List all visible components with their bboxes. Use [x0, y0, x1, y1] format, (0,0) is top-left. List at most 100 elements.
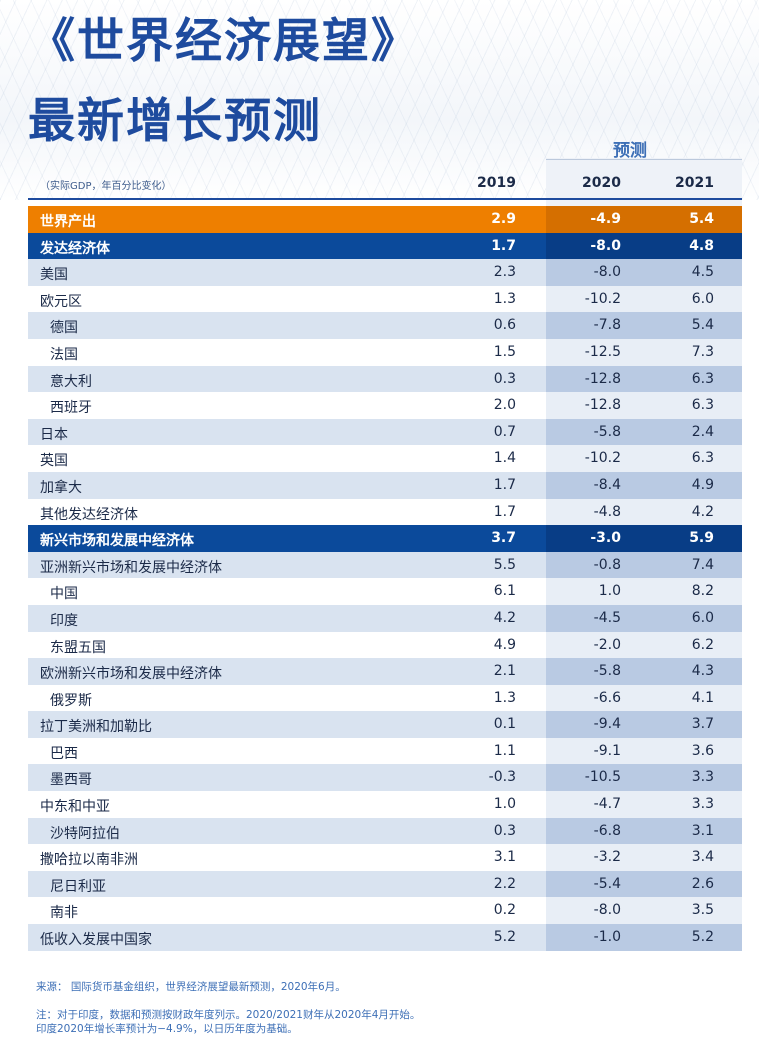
table-row: 日本 0.7 -5.8 2.4 [28, 418, 742, 446]
table-row: 亚洲新兴市场和发展中经济体 5.5 -0.8 7.4 [28, 551, 742, 579]
table-row-emerging-economies: 新兴市场和发展中经济体 3.7 -3.0 5.9 [28, 525, 742, 552]
table-row: 英国 1.4 -10.2 6.3 [28, 445, 742, 472]
value-2021: 7.3 [691, 343, 714, 360]
value-2021: 3.7 [691, 716, 714, 733]
value-2019: 1.1 [493, 742, 516, 759]
value-2020: -5.8 [593, 423, 621, 440]
table-row: 墨西哥 -0.3 -10.5 3.3 [28, 764, 742, 792]
column-header-2019: 2019 [477, 175, 516, 191]
value-2020: -10.2 [584, 450, 621, 467]
value-2020: -0.8 [593, 556, 621, 573]
value-2019: 0.3 [493, 822, 516, 839]
value-2020: -5.4 [593, 875, 621, 892]
page-title-line2: 最新增长预测 [28, 94, 322, 149]
row-label: 拉丁美洲和加勒比 [40, 719, 152, 736]
value-2019: 3.1 [493, 849, 516, 866]
row-label: 发达经济体 [40, 240, 110, 257]
value-2019: 1.7 [493, 503, 516, 520]
value-2020: -2.0 [593, 636, 621, 653]
value-2020: -6.8 [593, 822, 621, 839]
row-label: 西班牙 [50, 400, 92, 417]
page-title-line1: 《世界经济展望》 [28, 14, 420, 69]
value-2021: 3.5 [691, 902, 714, 919]
value-2021: 5.4 [689, 211, 714, 227]
row-label: 英国 [40, 453, 68, 470]
value-2019: 3.7 [491, 530, 516, 547]
value-2020: -7.8 [593, 317, 621, 334]
value-2021: 3.6 [691, 742, 714, 759]
table-row: 欧元区 1.3 -10.2 6.0 [28, 285, 742, 313]
table-row: 中国 6.1 1.0 8.2 [28, 578, 742, 605]
table-row-advanced-economies: 发达经济体 1.7 -8.0 4.8 [28, 232, 742, 260]
row-label: 意大利 [50, 373, 92, 390]
value-2019: 1.5 [493, 343, 516, 360]
row-label: 加拿大 [40, 479, 82, 496]
value-2020: -8.0 [593, 264, 621, 281]
forecast-divider [546, 159, 742, 160]
table-row: 法国 1.5 -12.5 7.3 [28, 338, 742, 366]
value-2021: 4.3 [691, 663, 714, 680]
value-2020: -12.8 [584, 370, 621, 387]
row-label: 新兴市场和发展中经济体 [40, 533, 194, 550]
value-2019: 4.9 [493, 636, 516, 653]
value-2021: 2.4 [691, 423, 714, 440]
value-2019: 5.2 [493, 929, 516, 946]
value-2020: -9.4 [593, 716, 621, 733]
value-2021: 6.3 [691, 370, 714, 387]
value-2021: 5.4 [691, 317, 714, 334]
header-divider [28, 198, 742, 200]
value-2021: 5.9 [689, 530, 714, 547]
value-2021: 6.3 [691, 450, 714, 467]
value-2020: -12.8 [584, 397, 621, 414]
value-2019: 1.0 [493, 796, 516, 813]
table-row: 拉丁美洲和加勒比 0.1 -9.4 3.7 [28, 711, 742, 738]
row-label: 德国 [50, 320, 78, 337]
forecast-label: 预测 [613, 141, 647, 161]
value-2020: -8.0 [590, 237, 621, 254]
value-2019: 2.1 [493, 663, 516, 680]
value-2019: 0.7 [493, 423, 516, 440]
value-2020: -8.0 [593, 902, 621, 919]
value-2021: 4.2 [691, 503, 714, 520]
footnote: 注：对于印度，数据和预测按财政年度列示。2020/2021财年从2020年4月开… [36, 1008, 736, 1036]
value-2019: 2.0 [493, 397, 516, 414]
value-2020: -3.0 [590, 530, 621, 547]
footnote-line2: 印度2020年增长率预计为−4.9%，以日历年度为基础。 [36, 1023, 298, 1035]
row-label: 欧洲新兴市场和发展中经济体 [40, 666, 222, 683]
value-2021: 3.3 [691, 769, 714, 786]
value-2021: 6.0 [691, 609, 714, 626]
table-row: 西班牙 2.0 -12.8 6.3 [28, 392, 742, 419]
value-2021: 4.9 [691, 476, 714, 493]
value-2019: 0.6 [493, 317, 516, 334]
table-row: 俄罗斯 1.3 -6.6 4.1 [28, 684, 742, 712]
row-label: 中国 [50, 586, 78, 603]
value-2020: -6.6 [593, 689, 621, 706]
value-2020: -1.0 [593, 929, 621, 946]
row-label: 墨西哥 [50, 772, 92, 789]
growth-table: 世界产出 2.9 -4.9 5.4 发达经济体 1.7 -8.0 4.8 美国 … [28, 206, 742, 951]
table-row: 欧洲新兴市场和发展中经济体 2.1 -5.8 4.3 [28, 658, 742, 685]
column-header-2021: 2021 [675, 175, 714, 191]
table-header: （实际GDP，年百分比变化） 2019 2020 2021 [28, 172, 742, 194]
value-2020: -3.2 [593, 849, 621, 866]
value-2019: 5.5 [493, 556, 516, 573]
units-note: （实际GDP，年百分比变化） [40, 181, 172, 192]
row-label: 其他发达经济体 [40, 506, 138, 523]
value-2020: 1.0 [598, 583, 621, 600]
value-2021: 7.4 [691, 556, 714, 573]
value-2019: 1.3 [493, 689, 516, 706]
value-2021: 3.3 [691, 796, 714, 813]
value-2019: 0.2 [493, 902, 516, 919]
table-row: 中东和中亚 1.0 -4.7 3.3 [28, 791, 742, 818]
table-row: 巴西 1.1 -9.1 3.6 [28, 737, 742, 765]
value-2020: -4.9 [590, 211, 621, 227]
value-2019: 1.4 [493, 450, 516, 467]
row-label: 尼日利亚 [50, 878, 106, 895]
row-label: 南非 [50, 905, 78, 922]
table-row: 尼日利亚 2.2 -5.4 2.6 [28, 870, 742, 898]
value-2020: -8.4 [593, 476, 621, 493]
value-2020: -12.5 [584, 343, 621, 360]
footnote-line1: 注：对于印度，数据和预测按财政年度列示。2020/2021财年从2020年4月开… [36, 1009, 421, 1021]
value-2019: 0.3 [493, 370, 516, 387]
column-header-2020: 2020 [582, 175, 621, 191]
